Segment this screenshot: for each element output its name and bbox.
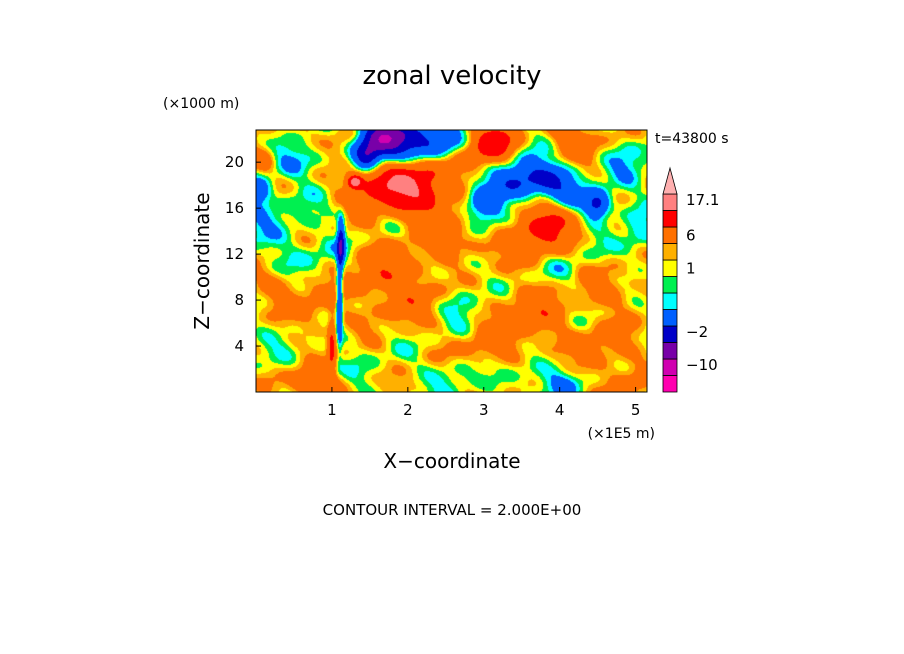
x-tick-label: 5 — [631, 401, 641, 419]
x-tick-label: 2 — [403, 401, 413, 419]
y-tick-label: 8 — [234, 291, 244, 309]
x-unit-label: (×1E5 m) — [588, 426, 655, 442]
x-axis-ticks: 1 2 3 4 5 — [327, 387, 640, 419]
time-label: t=43800 s — [655, 131, 729, 147]
colorbar-arrow — [662, 166, 678, 195]
y-axis-label: Z−coordinate — [190, 192, 214, 329]
colorbar-swatch — [662, 292, 678, 310]
y-axis-ticks: 4 8 12 16 20 — [225, 153, 261, 355]
colorbar — [662, 166, 678, 393]
x-tick-label: 4 — [555, 401, 565, 419]
colorbar-swatch — [662, 276, 678, 294]
x-axis-label: X−coordinate — [383, 449, 520, 473]
colorbar-tick-label: 1 — [686, 260, 696, 278]
plot-frame — [255, 129, 648, 393]
colorbar-tick-label: 17.1 — [686, 191, 719, 209]
colorbar-swatch — [662, 375, 678, 393]
y-tick-label: 4 — [234, 337, 244, 355]
y-unit-label: (×1000 m) — [163, 96, 239, 112]
colorbar-swatch — [662, 259, 678, 277]
colorbar-swatch — [662, 226, 678, 244]
colorbar-swatch — [662, 193, 678, 211]
colorbar-swatch — [662, 309, 678, 327]
colorbar-swatch — [662, 325, 678, 343]
y-tick-label: 16 — [225, 199, 244, 217]
plot-area — [255, 129, 648, 393]
colorbar-swatch — [662, 358, 678, 376]
x-tick-label: 3 — [479, 401, 489, 419]
colorbar-swatch — [662, 243, 678, 261]
contour-interval-note: CONTOUR INTERVAL = 2.000E+00 — [323, 501, 582, 519]
heatmap-field — [256, 130, 647, 392]
chart-title: zonal velocity — [362, 61, 541, 91]
colorbar-swatch — [662, 210, 678, 228]
x-tick-label: 1 — [327, 401, 337, 419]
colorbar-tick-label: −10 — [686, 356, 718, 374]
colorbar-swatch — [662, 342, 678, 360]
y-tick-label: 12 — [225, 245, 244, 263]
colorbar-tick-label: 6 — [686, 227, 696, 245]
colorbar-labels: −10 −2 1 6 17.1 — [686, 191, 719, 374]
colorbar-tick-label: −2 — [686, 323, 708, 341]
y-tick-label: 20 — [225, 153, 244, 171]
